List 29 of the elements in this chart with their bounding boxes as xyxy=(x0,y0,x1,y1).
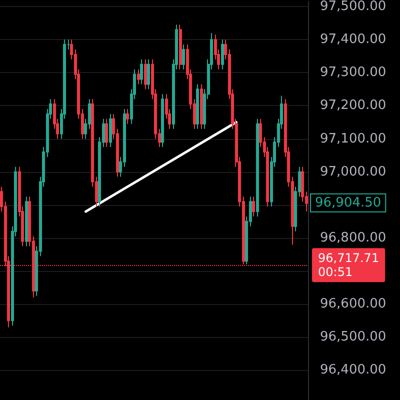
candlestick xyxy=(182,44,185,70)
y-tick-label: 96,600.00 xyxy=(320,296,386,312)
candlestick xyxy=(144,58,147,90)
y-tick-label: 97,400.00 xyxy=(320,32,386,48)
ref-line-label: 96,717.71 xyxy=(318,251,380,266)
candlestick xyxy=(25,196,28,247)
candlestick xyxy=(252,196,255,217)
candlestick xyxy=(140,58,143,85)
candlestick xyxy=(137,68,140,85)
candlestick xyxy=(109,113,112,148)
y-tick-label: 97,100.00 xyxy=(320,131,386,146)
y-tick-label: 96,500.00 xyxy=(320,330,386,345)
y-tick-label: 96,400.00 xyxy=(320,362,386,378)
candlestick xyxy=(200,84,203,130)
candlestick xyxy=(196,84,199,130)
candlestick xyxy=(147,58,150,90)
candlestick xyxy=(105,118,108,148)
candlestick xyxy=(256,118,259,217)
candlestick xyxy=(126,108,129,124)
text: 96,904.50 xyxy=(315,195,382,210)
candlestick xyxy=(179,24,182,70)
y-tick-label: 97,000.00 xyxy=(320,164,386,180)
candlestick xyxy=(161,94,164,148)
y-tick-label: 97,500.00 xyxy=(320,0,386,14)
y-tick-label: 97,300.00 xyxy=(320,65,386,80)
y-tick-label: 97,200.00 xyxy=(320,98,386,114)
text: 00:51 xyxy=(318,265,353,280)
candlestick xyxy=(221,39,224,70)
y-tick-label: 96,800.00 xyxy=(320,230,386,246)
